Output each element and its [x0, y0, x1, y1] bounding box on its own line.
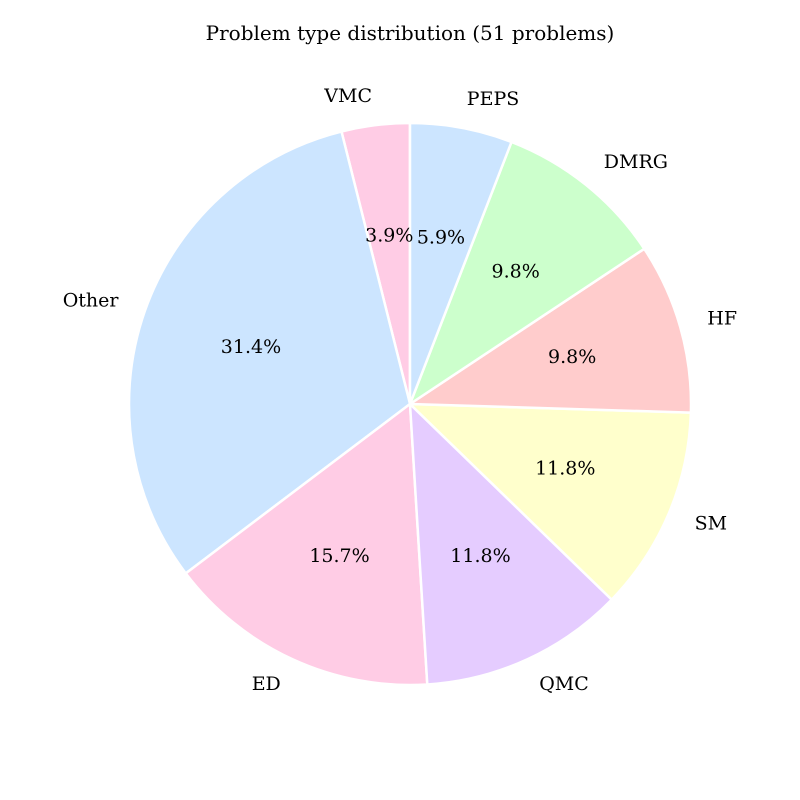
- pie-slice-ed: [184, 402, 429, 687]
- slice-label-ed: ED: [252, 673, 281, 695]
- slice-percent-dmrg: 9.8%: [492, 261, 540, 283]
- slice-label-vmc: VMC: [323, 85, 372, 107]
- chart-title: Problem type distribution (51 problems): [206, 21, 615, 45]
- pie-slice-peps: [408, 121, 513, 406]
- slice-label-peps: PEPS: [467, 88, 519, 110]
- slice-percent-hf: 9.8%: [548, 346, 596, 368]
- slice-percent-ed: 15.7%: [309, 545, 369, 567]
- pie-slices: [127, 121, 693, 687]
- slice-percent-sm: 11.8%: [535, 458, 595, 480]
- slice-label-hf: HF: [707, 307, 737, 329]
- pie-slice-qmc: [408, 402, 613, 686]
- slice-percent-other: 31.4%: [221, 336, 281, 358]
- pie-slice-dmrg: [408, 140, 646, 406]
- slice-label-other: Other: [63, 289, 120, 311]
- slice-percent-peps: 5.9%: [417, 226, 465, 248]
- pie-slice-sm: [408, 402, 693, 601]
- slice-label-dmrg: DMRG: [604, 151, 668, 173]
- slice-label-qmc: QMC: [539, 673, 589, 695]
- slice-percent-vmc: 3.9%: [365, 225, 413, 247]
- pie-slice-other: [127, 130, 412, 575]
- pie-slice-hf: [408, 247, 693, 414]
- pie-labels: VMC 3.9% Other 31.4% ED 15.7% QMC 11.8% SM 11.8% H…: [63, 85, 737, 695]
- slice-label-sm: SM: [695, 512, 727, 534]
- slice-percent-qmc: 11.8%: [450, 545, 510, 567]
